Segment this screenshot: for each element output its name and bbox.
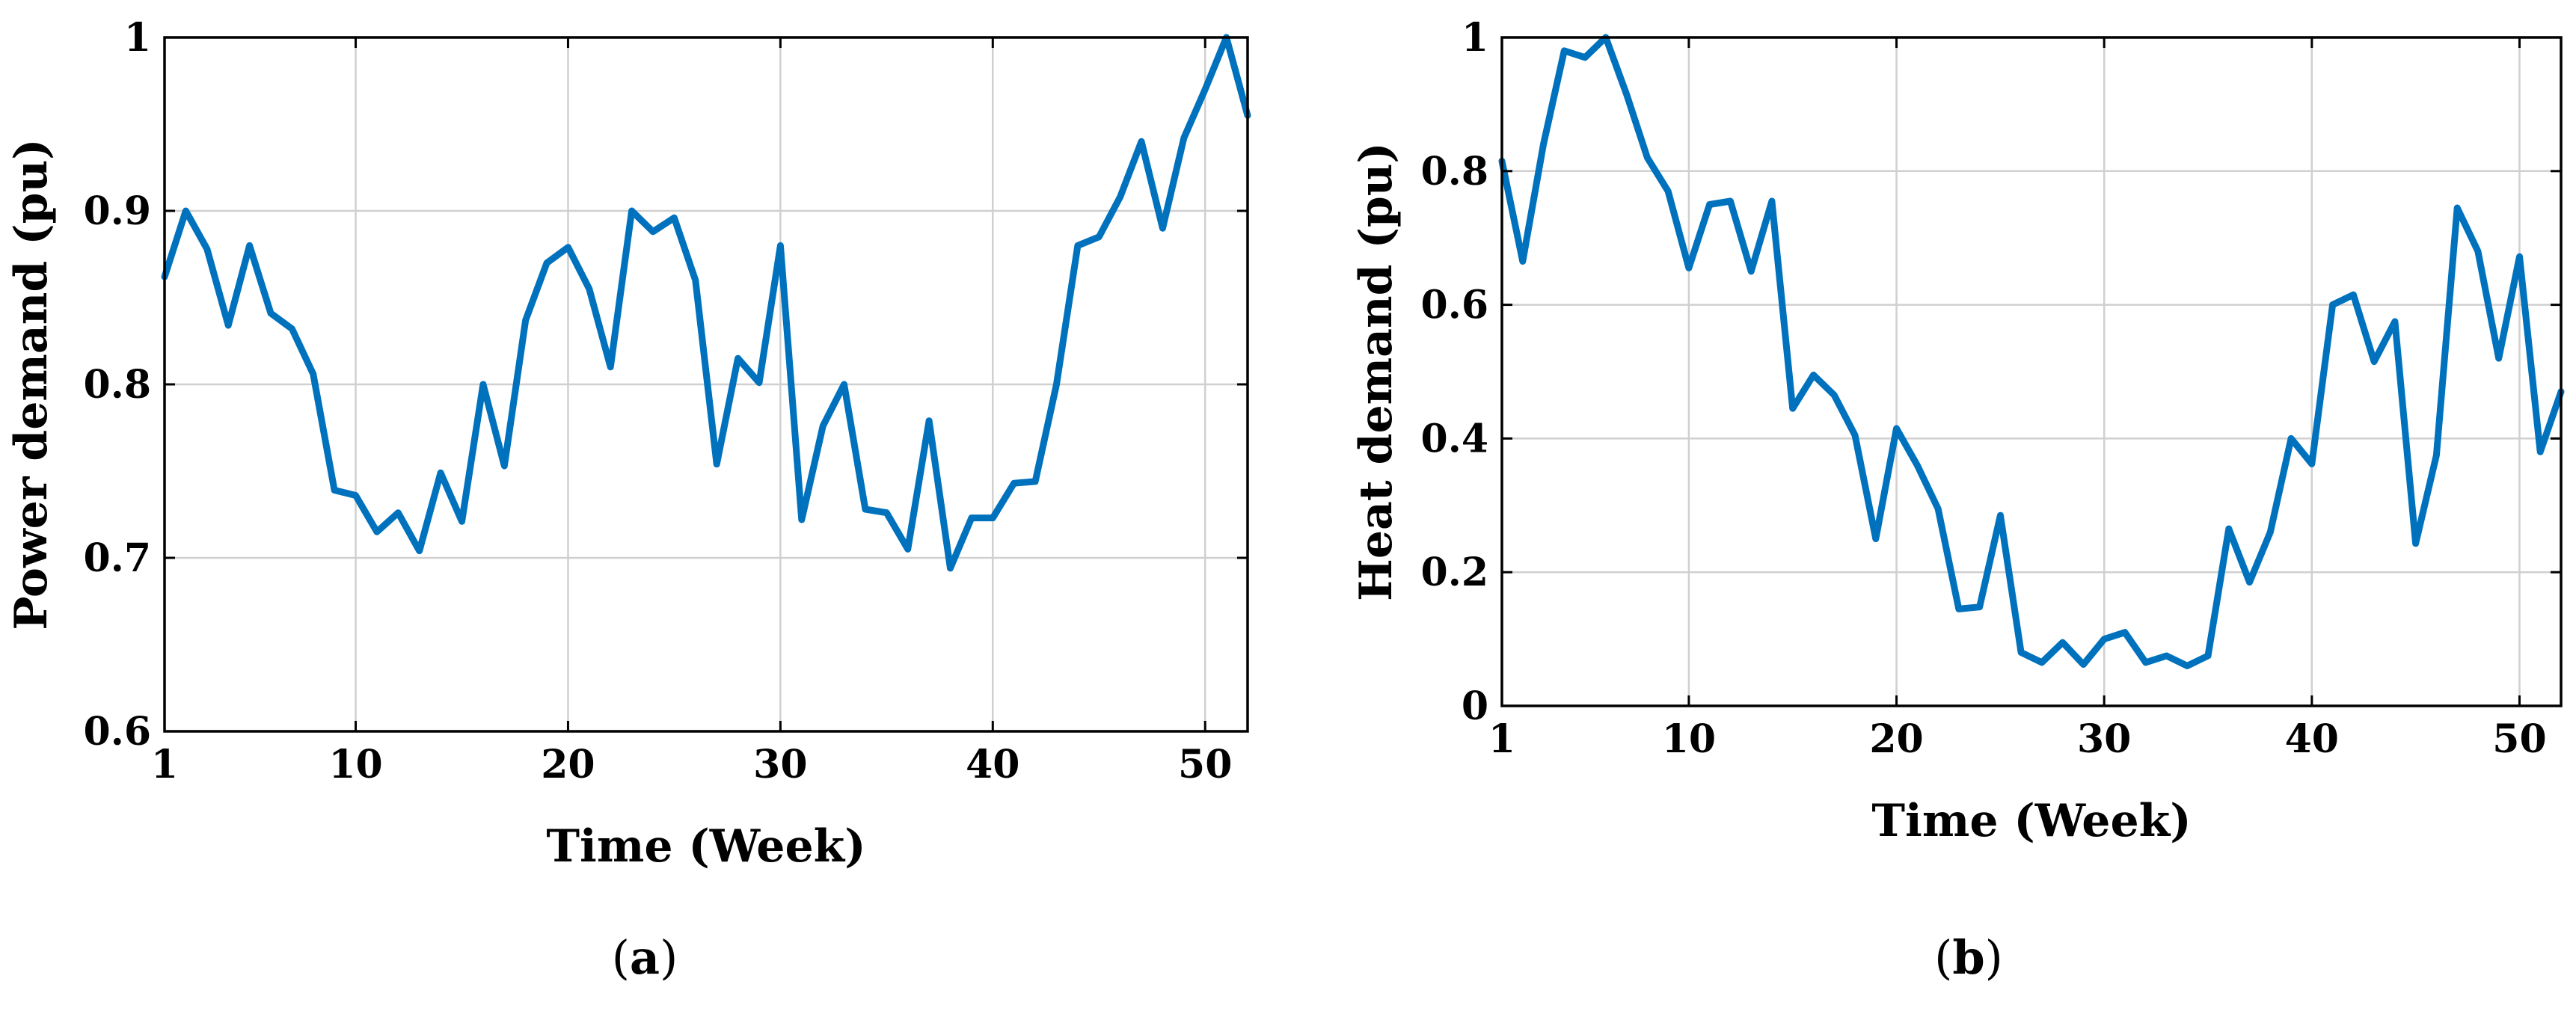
data-series-line [161, 34, 1251, 572]
x-axis-label: Time (Week) [546, 820, 865, 873]
x-tick-label: 50 [1178, 742, 1232, 787]
panel-a: 1 10 20 30 40 50 0.6 0.7 0.8 0.9 1 Time (Week) Power… [5, 15, 1251, 985]
y-tick-label: 0.8 [1421, 149, 1488, 194]
caption-letter: b [1952, 930, 1984, 985]
y-tick-label: 0.9 [84, 188, 151, 234]
x-tick-label: 20 [1869, 716, 1923, 762]
x-tick-label: 30 [2077, 716, 2131, 762]
y-tick-label: 1 [124, 15, 151, 61]
x-tick-label: 20 [541, 742, 595, 787]
panel-caption: (a) [612, 930, 678, 985]
caption-close: ) [660, 930, 678, 985]
caption-open: ( [612, 930, 630, 985]
data-series-line [1498, 34, 2565, 669]
y-tick-label: 0 [1462, 683, 1488, 729]
x-tick-label: 40 [2285, 716, 2339, 762]
caption-close: ) [1985, 930, 2003, 985]
x-axis-label: Time (Week) [1871, 795, 2191, 847]
y-tick-label: 0.2 [1421, 550, 1488, 595]
plot-frame [1500, 36, 2563, 707]
y-tick-label: 0.8 [84, 362, 151, 408]
y-tick-label: 0.7 [84, 535, 151, 581]
y-tick-label: 1 [1462, 15, 1488, 61]
x-tick-label: 10 [328, 742, 382, 787]
x-tick-label: 10 [1662, 716, 1716, 762]
y-axis-label: Power demand (pu) [5, 138, 58, 630]
y-tick-label: 0.6 [1421, 283, 1488, 328]
y-tick-label: 0.4 [1421, 416, 1488, 461]
panel-b: 1 10 20 30 40 50 0 0.2 0.4 0.6 0.8 1 Time (Week) Heat… [1350, 15, 2565, 985]
x-tick-label: 30 [753, 742, 807, 787]
caption-open: ( [1934, 930, 1952, 985]
x-tick-label: 40 [966, 742, 1019, 787]
x-tick-label: 1 [1488, 716, 1515, 762]
x-tick-label: 50 [2492, 716, 2546, 762]
y-axis-label: Heat demand (pu) [1350, 142, 1402, 601]
caption-letter: a [630, 930, 660, 985]
x-tick-label: 1 [151, 742, 178, 787]
panel-caption: (b) [1934, 930, 2003, 985]
y-tick-label: 0.6 [84, 709, 151, 755]
